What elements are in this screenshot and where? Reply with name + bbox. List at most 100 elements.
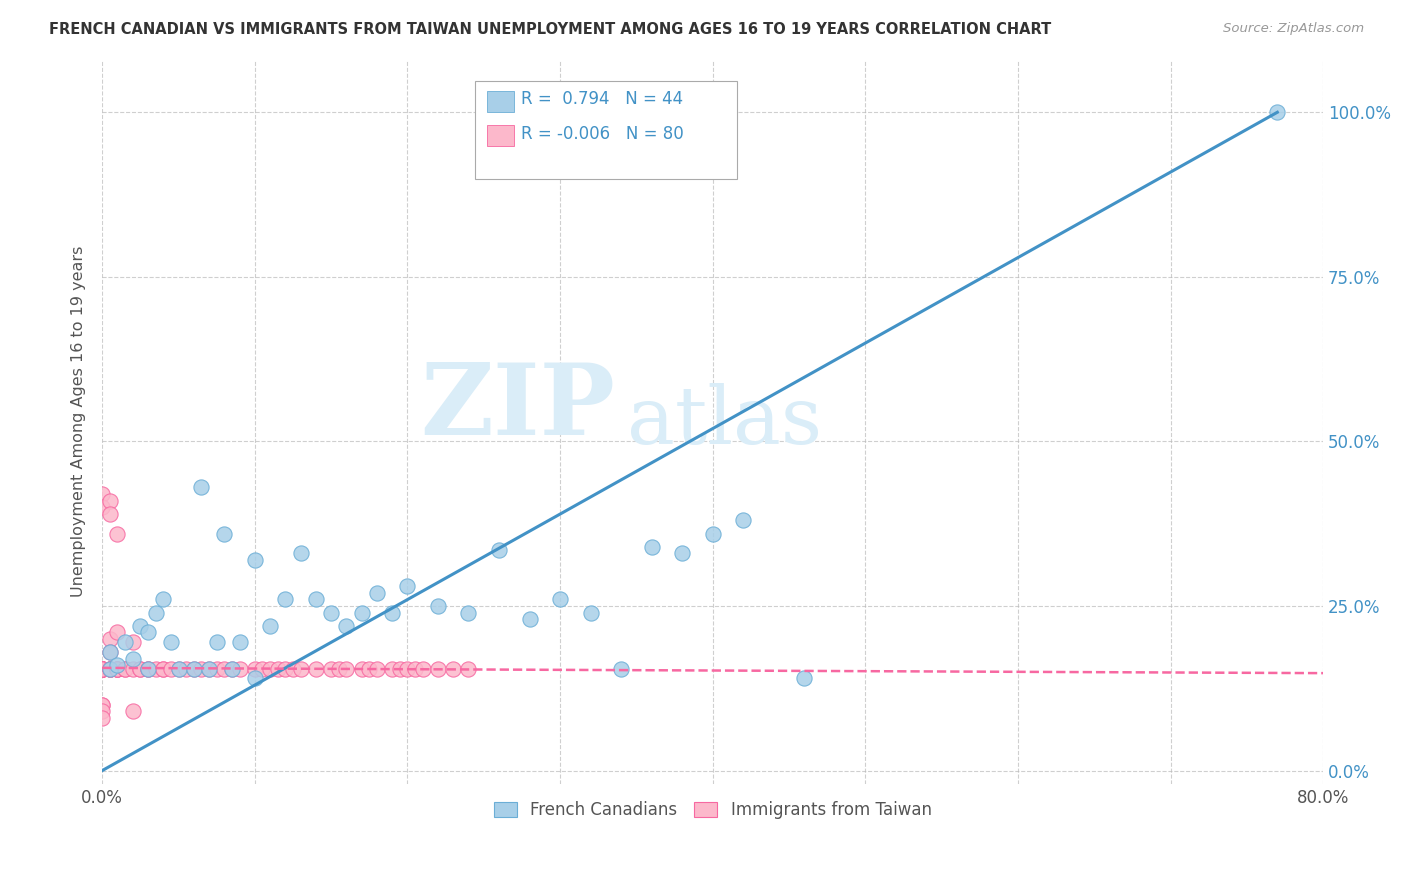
Point — [221, 661, 243, 675]
Point — [252, 661, 274, 675]
Point — [359, 661, 381, 675]
Point — [426, 661, 449, 675]
Point — [205, 635, 228, 649]
Point — [350, 661, 373, 675]
Point — [98, 493, 121, 508]
Point — [121, 635, 143, 649]
Point — [548, 592, 571, 607]
Point — [1267, 105, 1289, 120]
Point — [91, 661, 114, 675]
Point — [381, 606, 404, 620]
Point — [91, 661, 114, 675]
Point — [107, 661, 129, 675]
Point — [91, 500, 114, 515]
Point — [441, 661, 464, 675]
Point — [98, 507, 121, 521]
Text: ZIP: ZIP — [420, 359, 614, 456]
Point — [91, 704, 114, 718]
Point — [91, 661, 114, 675]
Point — [91, 661, 114, 675]
Point — [335, 661, 357, 675]
Point — [121, 651, 143, 665]
Point — [457, 661, 479, 675]
Point — [457, 606, 479, 620]
Point — [426, 599, 449, 613]
Point — [259, 661, 281, 675]
Text: R =  0.794   N = 44: R = 0.794 N = 44 — [522, 90, 683, 109]
Point — [174, 661, 197, 675]
Point — [305, 661, 328, 675]
Point — [404, 661, 426, 675]
Point — [98, 632, 121, 646]
Point — [671, 546, 693, 560]
Point — [214, 526, 236, 541]
FancyBboxPatch shape — [486, 91, 513, 112]
Point — [107, 625, 129, 640]
Point — [145, 661, 167, 675]
Point — [98, 645, 121, 659]
Point — [702, 526, 724, 541]
Point — [91, 661, 114, 675]
Point — [91, 661, 114, 675]
Point — [107, 526, 129, 541]
Point — [91, 661, 114, 675]
Point — [91, 711, 114, 725]
Point — [190, 661, 212, 675]
Point — [488, 543, 510, 558]
Point — [136, 625, 159, 640]
Point — [519, 612, 541, 626]
Point — [98, 661, 121, 675]
Point — [321, 661, 343, 675]
Point — [228, 635, 250, 649]
Point — [335, 619, 357, 633]
Point — [290, 546, 312, 560]
FancyBboxPatch shape — [486, 125, 513, 146]
Point — [610, 661, 633, 675]
Point — [198, 661, 221, 675]
Point — [396, 579, 419, 593]
Point — [366, 586, 388, 600]
Legend: French Canadians, Immigrants from Taiwan: French Canadians, Immigrants from Taiwan — [486, 795, 938, 826]
Point — [366, 661, 388, 675]
Point — [91, 661, 114, 675]
Point — [91, 661, 114, 675]
Point — [259, 619, 281, 633]
Point — [152, 661, 174, 675]
Y-axis label: Unemployment Among Ages 16 to 19 years: Unemployment Among Ages 16 to 19 years — [72, 246, 86, 598]
Point — [167, 661, 190, 675]
Point — [91, 661, 114, 675]
FancyBboxPatch shape — [475, 81, 737, 179]
Point — [305, 592, 328, 607]
Point — [91, 661, 114, 675]
Point — [98, 661, 121, 675]
Point — [121, 661, 143, 675]
Point — [388, 661, 411, 675]
Point — [396, 661, 419, 675]
Point — [91, 487, 114, 501]
Point — [98, 661, 121, 675]
Point — [136, 661, 159, 675]
Point — [129, 661, 152, 675]
Point — [91, 661, 114, 675]
Point — [793, 672, 815, 686]
Point — [321, 606, 343, 620]
Point — [129, 619, 152, 633]
Point — [167, 661, 190, 675]
Point — [91, 698, 114, 712]
Point — [91, 661, 114, 675]
Point — [152, 661, 174, 675]
Point — [328, 661, 350, 675]
Point — [243, 553, 266, 567]
Point — [145, 606, 167, 620]
Point — [221, 661, 243, 675]
Point — [98, 661, 121, 675]
Point — [243, 661, 266, 675]
Point — [281, 661, 304, 675]
Text: R = -0.006   N = 80: R = -0.006 N = 80 — [522, 125, 683, 144]
Point — [640, 540, 662, 554]
Point — [160, 635, 183, 649]
Point — [214, 661, 236, 675]
Text: atlas: atlas — [627, 383, 823, 460]
Point — [274, 661, 297, 675]
Point — [136, 661, 159, 675]
